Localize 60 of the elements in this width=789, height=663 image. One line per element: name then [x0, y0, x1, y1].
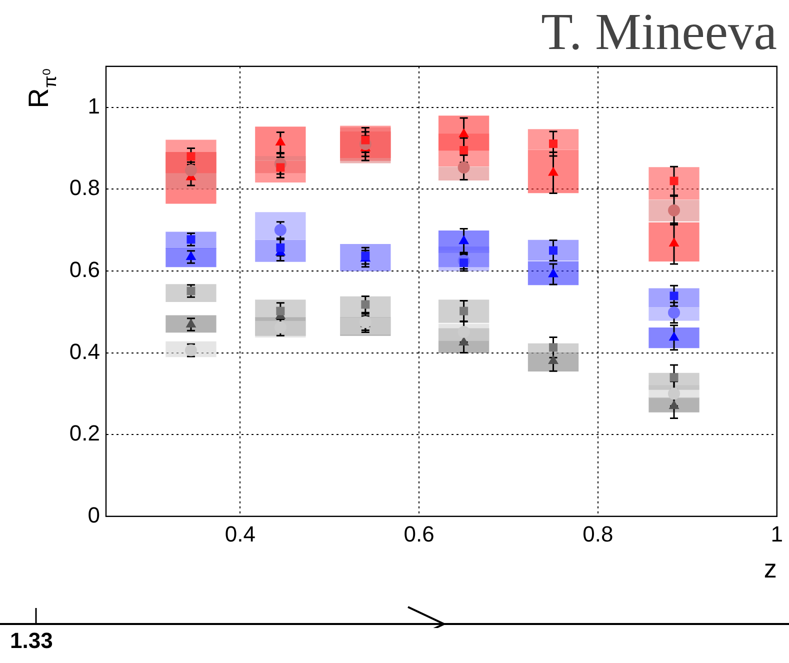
bar [166, 248, 216, 268]
point [668, 204, 680, 216]
bar [648, 327, 700, 348]
point [361, 136, 370, 144]
point [460, 146, 468, 155]
text: 1.33 [10, 628, 53, 654]
x-tick-label: 0.6 [404, 522, 434, 547]
bar [528, 352, 579, 372]
bar [340, 244, 391, 272]
x-tick-label: 0.8 [582, 522, 614, 547]
y-tick-label: 0.4 [69, 338, 100, 364]
y-tick-label: 1 [88, 93, 100, 118]
point [549, 139, 558, 148]
point [276, 243, 285, 252]
point [184, 164, 197, 176]
point [549, 343, 558, 352]
y-tick-label: 0.2 [69, 420, 100, 446]
point [458, 235, 469, 244]
point [548, 268, 558, 278]
point [458, 161, 470, 174]
point [548, 166, 558, 176]
bar [528, 240, 579, 261]
bar [528, 261, 579, 286]
point [549, 246, 558, 255]
point [668, 306, 680, 319]
point [668, 400, 680, 409]
point [274, 224, 286, 236]
point [670, 373, 678, 382]
point [186, 251, 196, 260]
point [668, 332, 680, 341]
bar [528, 150, 579, 194]
point [186, 152, 196, 161]
y-tick-label: 0.6 [69, 257, 100, 282]
point [458, 336, 469, 346]
point [668, 388, 680, 400]
bar [166, 315, 216, 333]
y-tick-label: 0 [88, 502, 100, 528]
point [275, 136, 286, 146]
bar [648, 397, 700, 412]
point [276, 306, 285, 316]
point [548, 354, 558, 364]
chart-title: T. Mineeva [541, 4, 777, 61]
point [361, 300, 370, 309]
point [670, 292, 678, 300]
point [670, 176, 678, 186]
x-axis-title: z [764, 554, 777, 584]
point [458, 128, 469, 138]
point [276, 163, 285, 172]
x-tick-label: 0.4 [224, 522, 256, 547]
bar [528, 129, 579, 150]
x-tick-label: 1 [770, 522, 784, 547]
bar [648, 167, 700, 200]
point [458, 326, 470, 338]
point [460, 306, 468, 316]
y-axis-title: Rπ⁰ [23, 68, 60, 108]
bar [648, 222, 700, 262]
bar [438, 300, 490, 323]
y-tick-label: 0.8 [69, 175, 100, 200]
point [668, 238, 680, 247]
point [186, 318, 196, 328]
